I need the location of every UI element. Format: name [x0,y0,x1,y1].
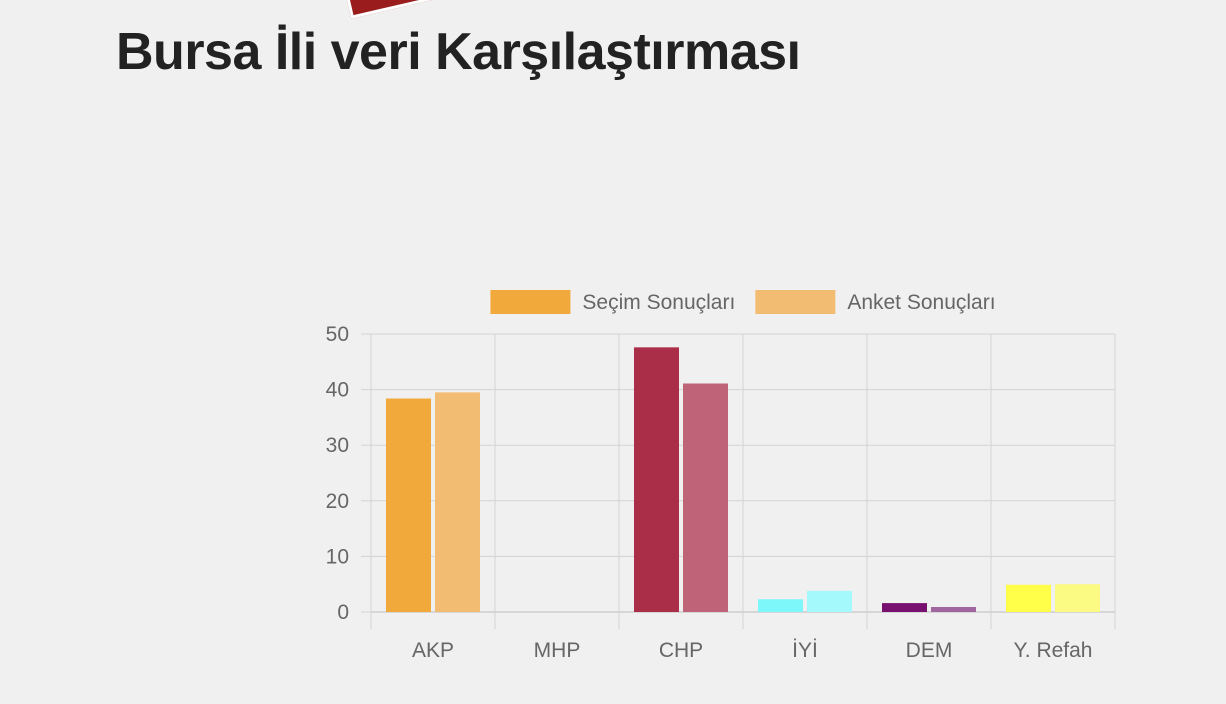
bar-anket-4 [931,606,976,612]
bar-anket-3 [807,590,852,612]
x-tick-label: Y. Refah [1013,639,1092,662]
y-tick-label: 30 [326,434,349,457]
bar-secim-2 [634,347,679,612]
legend-label: Anket Sonuçları [847,291,995,314]
x-tick-label: İYİ [792,639,818,662]
bar-secim-3 [758,599,803,612]
bar-anket-0 [435,392,480,612]
legend-label: Seçim Sonuçları [582,291,735,314]
y-tick-label: 50 [326,323,349,346]
y-tick-label: 40 [326,379,349,402]
page-title: Bursa İli veri Karşılaştırması [116,23,801,81]
chart-container: 0 10 20 30 40 50 AKP MHP CHP İYİ DEM Y. Refah Seçim … [300,270,1140,690]
legend-swatch [755,290,836,314]
bar-anket-2 [683,383,728,612]
bar-secim-5 [1006,584,1051,612]
bar-secim-0 [386,398,431,612]
header-ribbon-decoration [340,0,445,19]
x-tick-label: AKP [412,639,454,662]
bar-chart: 0 10 20 30 40 50 AKP MHP CHP İYİ DEM Y. Refah Seçim … [326,290,1116,662]
legend-swatch [490,290,571,314]
y-tick-label: 20 [326,490,349,513]
bar-secim-4 [882,603,927,612]
x-tick-label: CHP [659,639,703,662]
y-tick-label: 0 [337,601,349,624]
y-tick-label: 10 [326,545,349,568]
x-tick-label: MHP [534,639,581,662]
x-tick-label: DEM [906,639,953,662]
bar-anket-5 [1055,584,1100,612]
